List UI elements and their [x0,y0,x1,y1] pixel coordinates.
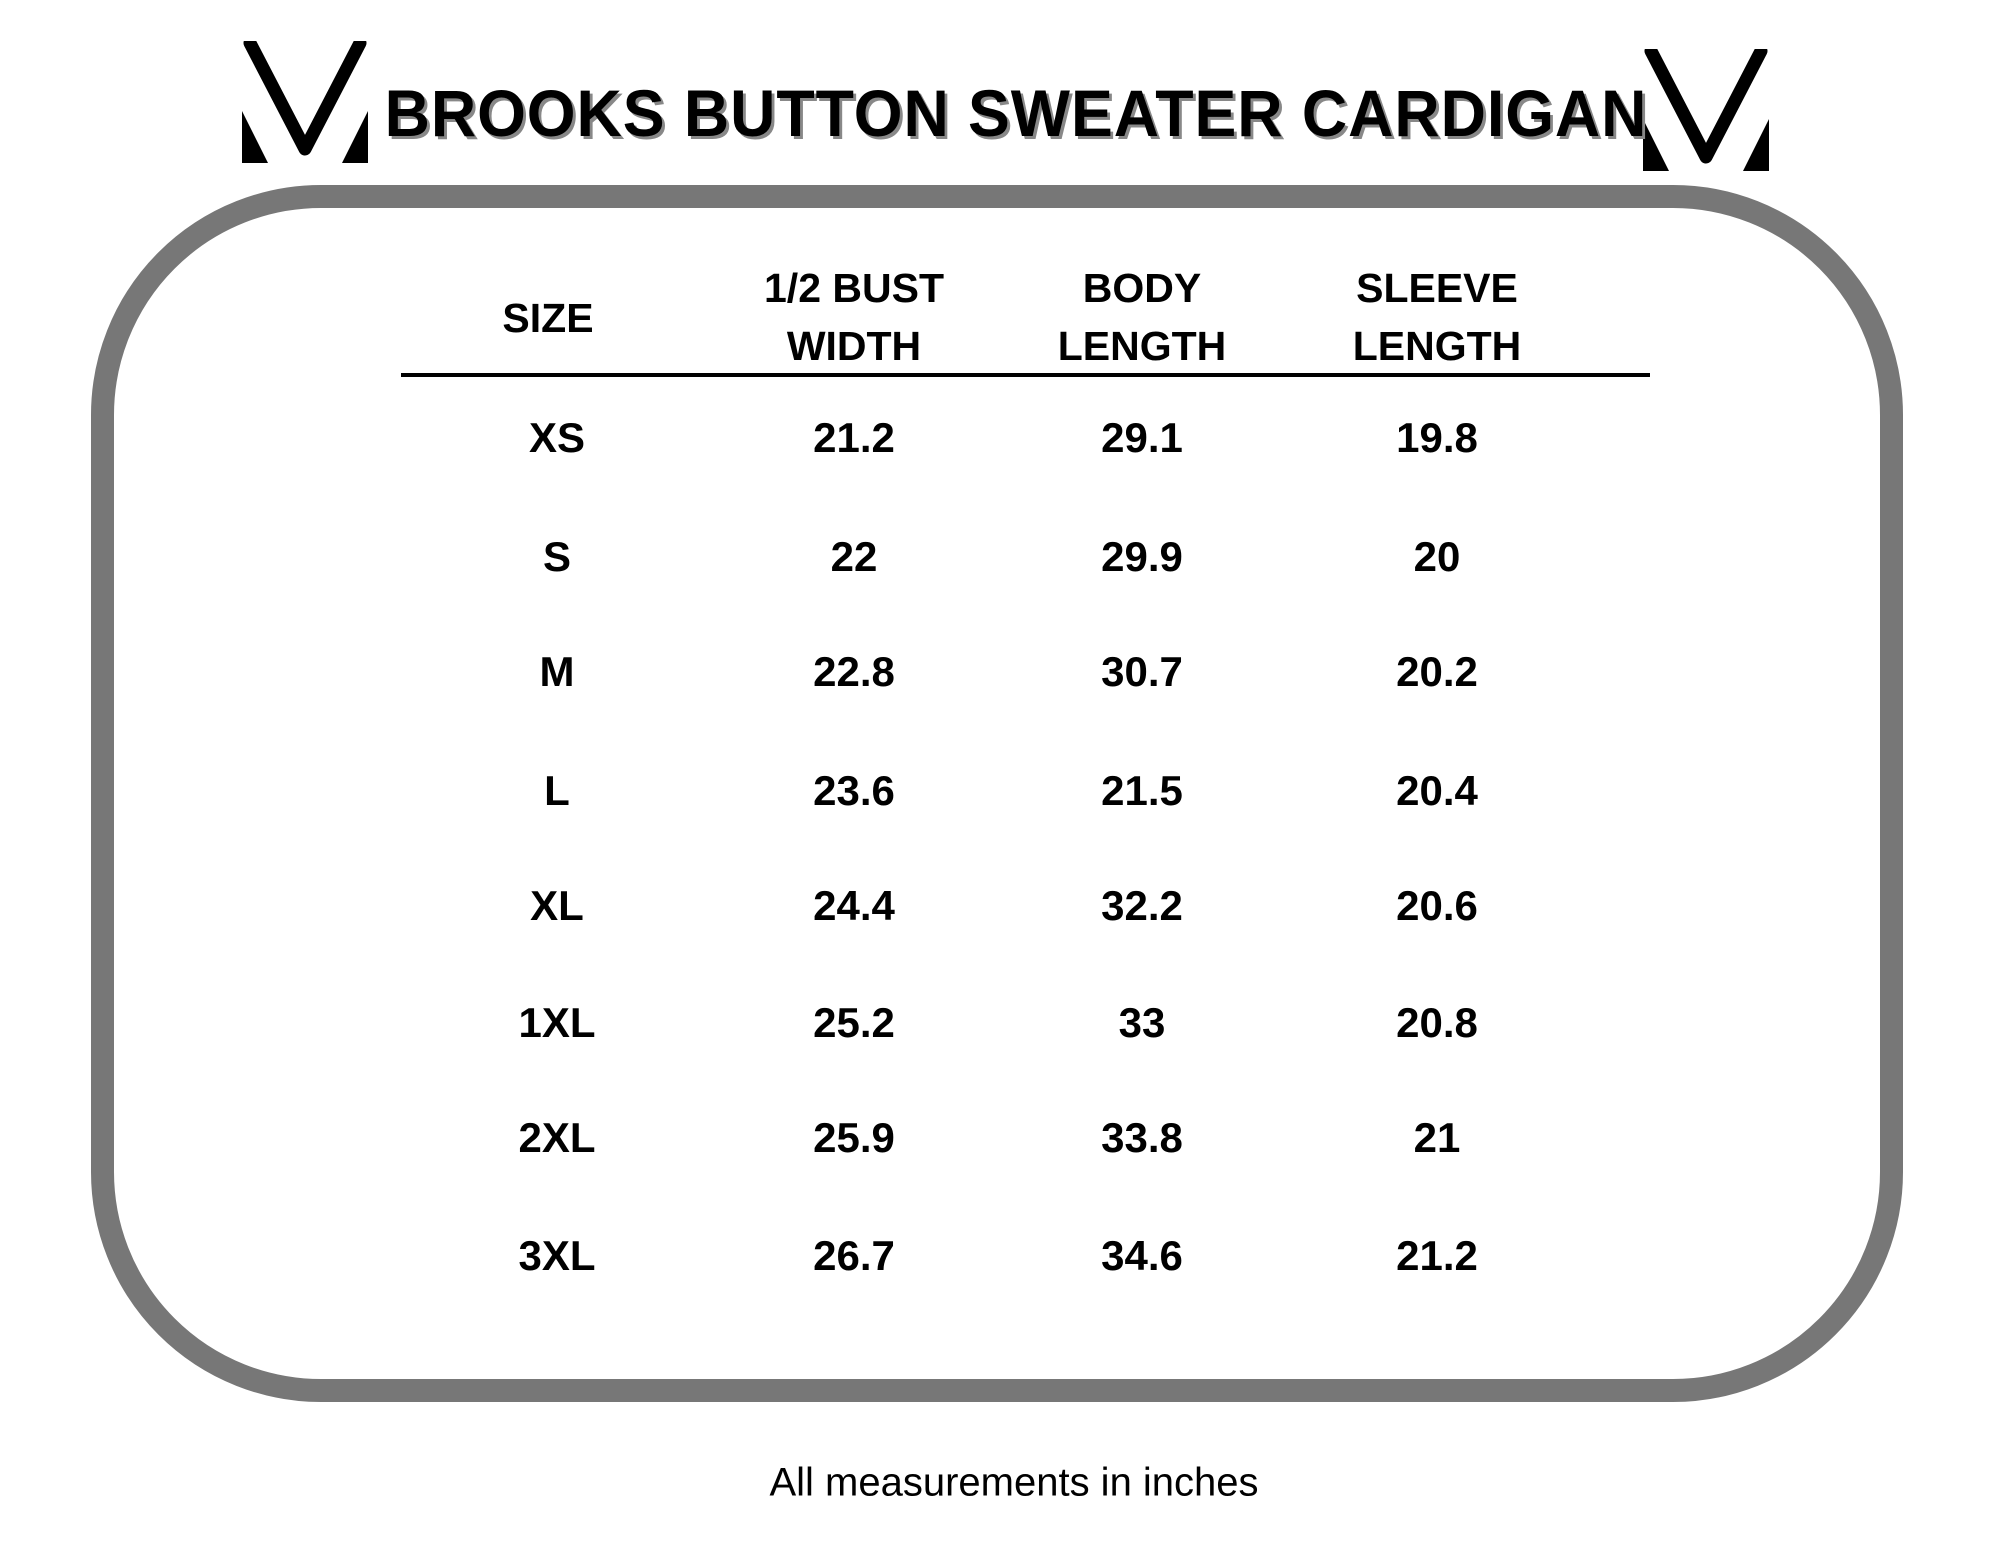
cell-bust-width: 23.6 [813,767,895,814]
cell-size: 2XL [518,1114,596,1161]
cell-body-length: 33.8 [1101,1114,1183,1161]
header-line1: 1/2 BUST [764,265,944,311]
cell-sleeve-length: 20.8 [1396,999,1478,1046]
cell-bust-width: 25.2 [813,999,895,1046]
header-line2: WIDTH [786,323,922,369]
header-body-length: BODY LENGTH [1058,259,1227,375]
cell-sleeve-length: 20.6 [1396,882,1478,929]
footer-note: All measurements in inches [769,1460,1259,1505]
cell-size: L [544,767,570,814]
cell-body-length: 33 [1118,999,1166,1046]
cell-bust-width: 22.8 [813,648,895,695]
cell-body-length: 29.1 [1101,414,1183,461]
cell-sleeve-length: 20.4 [1396,767,1478,814]
header-line2: LENGTH [1057,323,1227,369]
v-monogram-icon-left [242,41,368,163]
cell-size: 1XL [518,999,596,1046]
cell-size: S [542,533,572,580]
header-sleeve-length: SLEEVE LENGTH [1353,259,1522,375]
cell-size: XS [528,414,586,461]
cell-bust-width: 21.2 [813,414,895,461]
cell-bust-width: 22 [830,533,878,580]
cell-bust-width: 25.9 [813,1114,895,1161]
header-line1: SLEEVE [1356,265,1518,311]
cell-body-length: 21.5 [1101,767,1183,814]
cell-size: 3XL [518,1232,596,1279]
header-line2: LENGTH [1352,323,1522,369]
cell-sleeve-length: 20 [1413,533,1461,580]
header-divider [401,373,1650,377]
header-size: SIZE [502,295,594,341]
page-title: BROOKS BUTTON SWEATER CARDIGAN [384,76,1648,150]
cell-sleeve-length: 21 [1413,1114,1461,1161]
header-bust-width: 1/2 BUST WIDTH [764,259,944,375]
cell-size: M [539,648,575,695]
cell-sleeve-length: 20.2 [1396,648,1478,695]
cell-size: XL [530,882,584,929]
cell-body-length: 29.9 [1101,533,1183,580]
cell-bust-width: 26.7 [813,1232,895,1279]
cell-bust-width: 24.4 [813,882,895,929]
header-line1: BODY [1082,265,1202,311]
size-chart-frame [91,185,1903,1402]
cell-body-length: 32.2 [1101,882,1183,929]
cell-sleeve-length: 21.2 [1396,1232,1478,1279]
cell-body-length: 34.6 [1101,1232,1183,1279]
v-monogram-icon-right [1643,49,1769,171]
cell-sleeve-length: 19.8 [1396,414,1478,461]
cell-body-length: 30.7 [1101,648,1183,695]
